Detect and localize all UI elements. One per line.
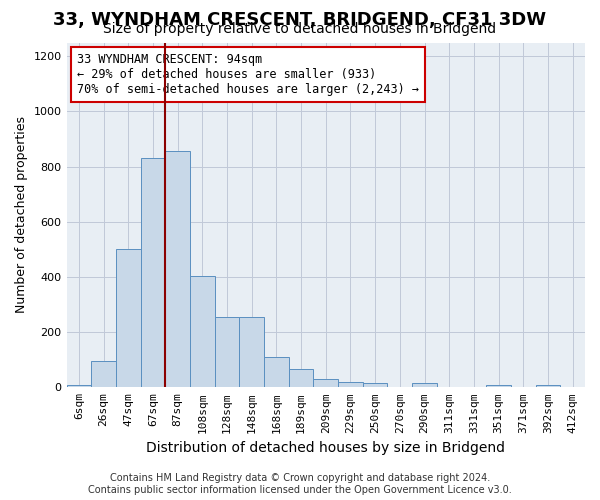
X-axis label: Distribution of detached houses by size in Bridgend: Distribution of detached houses by size … <box>146 441 505 455</box>
Bar <box>67 384 91 388</box>
Bar <box>412 383 437 388</box>
Bar <box>363 383 388 388</box>
Bar <box>140 158 165 388</box>
Text: Size of property relative to detached houses in Bridgend: Size of property relative to detached ho… <box>103 22 497 36</box>
Bar <box>190 276 215 388</box>
Bar <box>215 317 239 388</box>
Text: 33, WYNDHAM CRESCENT, BRIDGEND, CF31 3DW: 33, WYNDHAM CRESCENT, BRIDGEND, CF31 3DW <box>53 11 547 29</box>
Bar <box>486 384 511 388</box>
Text: 33 WYNDHAM CRESCENT: 94sqm
← 29% of detached houses are smaller (933)
70% of sem: 33 WYNDHAM CRESCENT: 94sqm ← 29% of deta… <box>77 53 419 96</box>
Bar <box>338 382 363 388</box>
Bar <box>536 384 560 388</box>
Text: Contains HM Land Registry data © Crown copyright and database right 2024.
Contai: Contains HM Land Registry data © Crown c… <box>88 474 512 495</box>
Bar <box>264 357 289 388</box>
Bar <box>91 361 116 388</box>
Bar <box>313 379 338 388</box>
Y-axis label: Number of detached properties: Number of detached properties <box>15 116 28 314</box>
Bar <box>165 152 190 388</box>
Bar <box>239 317 264 388</box>
Bar <box>289 370 313 388</box>
Bar <box>116 250 140 388</box>
